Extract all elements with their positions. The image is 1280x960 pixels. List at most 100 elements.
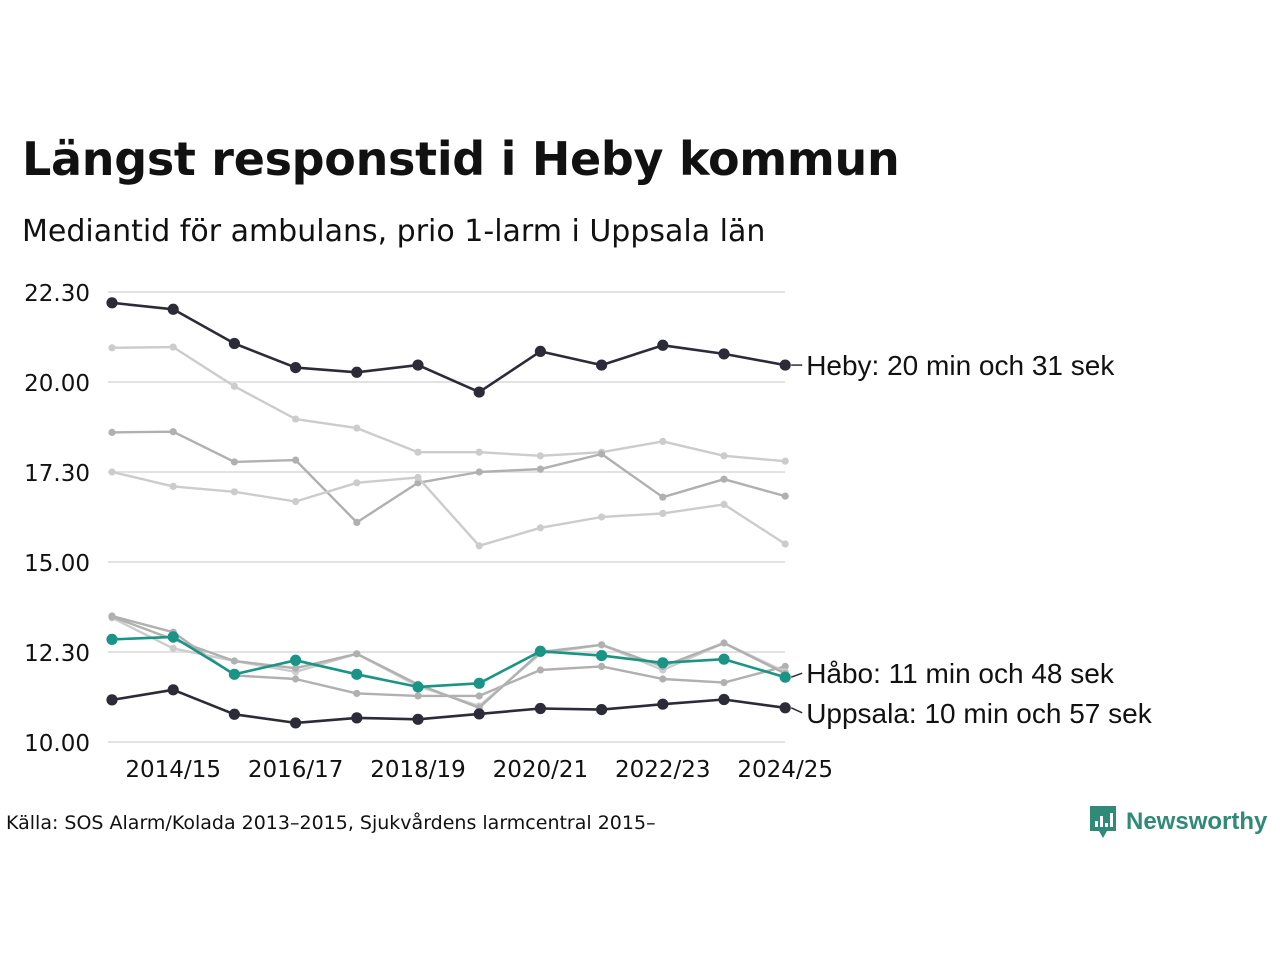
data-point — [781, 662, 789, 671]
data-point — [351, 668, 363, 680]
x-tick-label: 2014/15 — [125, 757, 221, 783]
data-point — [351, 712, 363, 724]
data-point — [596, 650, 608, 662]
data-point — [598, 450, 606, 458]
data-point — [292, 664, 300, 672]
data-point — [598, 513, 606, 521]
data-point — [290, 362, 302, 374]
data-point — [290, 654, 302, 666]
data-point — [779, 359, 791, 371]
x-tick-label: 2022/23 — [615, 757, 711, 783]
data-point — [659, 437, 667, 445]
data-point — [657, 657, 669, 669]
data-point — [228, 708, 240, 720]
data-point — [353, 479, 361, 487]
y-tick-label: 15.00 — [24, 551, 90, 577]
data-point — [536, 524, 545, 532]
newsworthy-logo: Newsworthy — [1088, 804, 1267, 840]
data-point — [292, 415, 300, 423]
data-point — [659, 493, 667, 501]
data-point — [534, 702, 547, 715]
y-tick-label: 20.00 — [24, 371, 90, 397]
data-point — [292, 675, 300, 683]
data-point — [659, 509, 667, 517]
data-point — [414, 473, 422, 481]
data-point — [779, 702, 791, 714]
data-point — [412, 359, 424, 371]
y-tick-label: 17.30 — [24, 461, 90, 487]
series-line — [111, 635, 786, 689]
data-point — [414, 692, 422, 700]
data-point — [657, 698, 669, 710]
data-point — [353, 518, 361, 527]
data-point — [292, 456, 300, 464]
series-line — [111, 345, 786, 463]
series — [106, 297, 791, 729]
series-label: Heby: 20 min och 31 sek — [806, 350, 1115, 381]
series-uppsala — [106, 684, 791, 729]
data-point — [353, 650, 361, 658]
data-point — [167, 631, 179, 643]
data-point — [228, 668, 240, 680]
series-line — [111, 301, 786, 394]
data-point — [230, 458, 238, 466]
data-point — [598, 641, 606, 649]
data-point — [781, 492, 789, 500]
y-tick-label: 22.30 — [24, 281, 90, 307]
data-point — [108, 468, 116, 476]
series-label: Håbo: 11 min och 48 sek — [806, 658, 1115, 689]
series-håbo — [106, 631, 791, 693]
x-tick-label: 2020/21 — [493, 757, 589, 783]
data-point — [718, 348, 730, 360]
data-point — [475, 468, 483, 476]
data-point — [169, 482, 177, 490]
data-point — [473, 386, 485, 398]
y-tick-label: 10.00 — [24, 731, 90, 757]
data-point — [412, 681, 424, 693]
data-point — [596, 359, 608, 371]
data-point — [475, 542, 483, 550]
data-point — [781, 540, 789, 548]
data-point — [534, 645, 547, 657]
data-point — [596, 704, 608, 716]
data-point — [720, 679, 728, 687]
data-point — [167, 303, 179, 315]
data-point — [230, 488, 238, 496]
data-point — [536, 465, 545, 473]
series-heby — [106, 297, 791, 398]
brand-name: Newsworthy — [1126, 808, 1268, 835]
data-point — [536, 452, 545, 460]
data-point — [106, 633, 118, 646]
data-point — [353, 689, 361, 698]
data-point — [292, 497, 300, 506]
data-point — [167, 684, 179, 696]
data-point — [230, 382, 238, 390]
data-point — [290, 717, 302, 729]
data-point — [720, 475, 728, 483]
data-point — [659, 675, 667, 683]
series-labels: Heby: 20 min och 31 sek Håbo: 11 min och … — [790, 350, 1153, 729]
series-övrig-kommun-3 — [108, 468, 789, 550]
data-point — [106, 297, 118, 309]
data-point — [720, 639, 728, 647]
series-line — [111, 470, 786, 547]
data-point — [412, 713, 424, 725]
series-label: Uppsala: 10 min och 57 sek — [806, 698, 1153, 729]
x-tick-label: 2018/19 — [370, 757, 466, 783]
gridlines — [108, 291, 785, 743]
data-point — [473, 708, 485, 720]
data-point — [228, 337, 240, 350]
chart-subtitle: Mediantid för ambulans, prio 1-larm i Up… — [22, 214, 766, 249]
series-line — [111, 688, 786, 725]
x-tick-label: 2016/17 — [248, 757, 344, 783]
data-point — [781, 457, 789, 465]
data-point — [169, 644, 177, 653]
data-point — [230, 657, 238, 665]
label-connector — [790, 672, 803, 678]
data-point — [598, 662, 606, 671]
x-tick-label: 2024/25 — [737, 757, 833, 783]
data-point — [169, 343, 177, 351]
series-övrig-kommun-2 — [108, 428, 789, 527]
series-line — [111, 430, 786, 524]
x-axis-tick-labels: 2014/15 2016/17 2018/19 2020/21 2022/23 2024/… — [125, 757, 833, 783]
